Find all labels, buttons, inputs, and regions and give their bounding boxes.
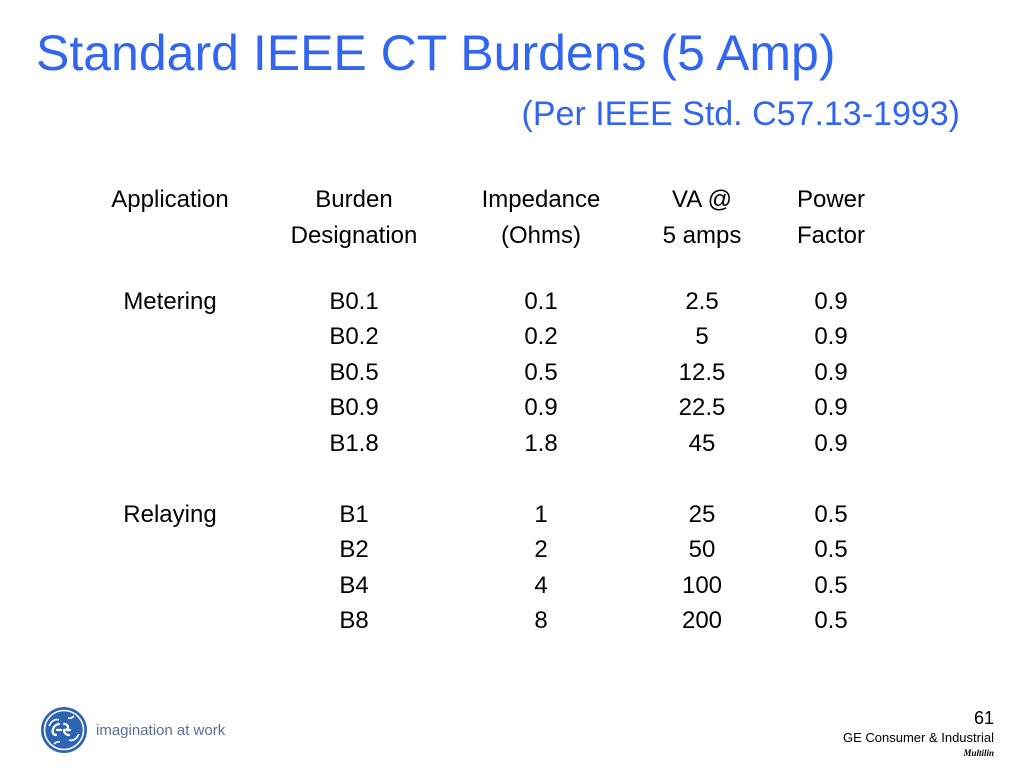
slide-subtitle: (Per IEEE Std. C57.13-1993) xyxy=(521,95,960,133)
cell-impedance: 4 xyxy=(534,572,548,599)
company-name: GE Consumer & Industrial xyxy=(842,730,994,745)
tagline: imagination at work xyxy=(96,721,226,739)
cell-power-factor: 0.9 xyxy=(814,359,848,386)
cell-power-factor: 0.5 xyxy=(814,501,848,528)
cell-impedance: 8 xyxy=(534,607,548,634)
cell-va-at-5-amps: 2.5 xyxy=(685,288,719,315)
cell-burden-designation: B0.1 xyxy=(329,288,379,315)
footer-logo: imagination at work xyxy=(40,706,225,754)
cell-burden-designation: B0.5 xyxy=(329,359,379,386)
cell-impedance: 2 xyxy=(534,536,548,563)
cell-application: Relaying xyxy=(123,501,217,528)
cell-impedance: 0.9 xyxy=(524,394,558,421)
cell-power-factor: 0.9 xyxy=(814,288,848,315)
header-va-at-5-amps-line1: VA @ xyxy=(672,186,732,213)
cell-burden-designation: B1 xyxy=(339,501,369,528)
cell-va-at-5-amps: 200 xyxy=(681,607,723,634)
cell-power-factor: 0.9 xyxy=(814,323,848,350)
header-burden-designation-line1: Burden xyxy=(315,186,393,213)
cell-power-factor: 0.5 xyxy=(814,607,848,634)
page-number: 61 xyxy=(973,708,994,728)
cell-va-at-5-amps: 5 xyxy=(695,323,709,350)
cell-va-at-5-amps: 45 xyxy=(688,430,716,457)
header-impedance-line2: (Ohms) xyxy=(501,222,581,249)
cell-power-factor: 0.9 xyxy=(814,430,848,457)
cell-impedance: 0.2 xyxy=(524,323,558,350)
cell-power-factor: 0.5 xyxy=(814,572,848,599)
header-power-factor-line1: Power xyxy=(796,186,866,213)
header-impedance-line1: Impedance xyxy=(481,186,601,213)
cell-va-at-5-amps: 50 xyxy=(688,536,716,563)
slide-title: Standard IEEE CT Burdens (5 Amp) xyxy=(36,25,836,81)
cell-power-factor: 0.9 xyxy=(814,394,848,421)
cell-va-at-5-amps: 25 xyxy=(688,501,716,528)
cell-impedance: 1.8 xyxy=(524,430,558,457)
cell-impedance: 0.5 xyxy=(524,359,558,386)
cell-va-at-5-amps: 22.5 xyxy=(678,394,726,421)
ge-monogram-icon xyxy=(41,707,87,753)
header-application-line1: Application xyxy=(111,186,229,213)
header-burden-designation-line2: Designation xyxy=(290,222,418,249)
cell-impedance: 1 xyxy=(534,501,548,528)
header-power-factor-line2: Factor xyxy=(796,222,865,249)
cell-burden-designation: B8 xyxy=(339,607,369,634)
cell-burden-designation: B0.9 xyxy=(329,394,379,421)
cell-burden-designation: B4 xyxy=(339,572,369,599)
cell-burden-designation: B0.2 xyxy=(329,323,379,350)
cell-power-factor: 0.5 xyxy=(814,536,848,563)
cell-impedance: 0.1 xyxy=(524,288,558,315)
cell-application: Metering xyxy=(123,288,217,315)
cell-va-at-5-amps: 100 xyxy=(681,572,723,599)
cell-va-at-5-amps: 12.5 xyxy=(678,359,726,386)
cell-burden-designation: B1.8 xyxy=(329,430,379,457)
division-name: Multilin xyxy=(963,748,994,758)
cell-burden-designation: B2 xyxy=(339,536,369,563)
header-va-at-5-amps-line2: 5 amps xyxy=(662,222,742,249)
